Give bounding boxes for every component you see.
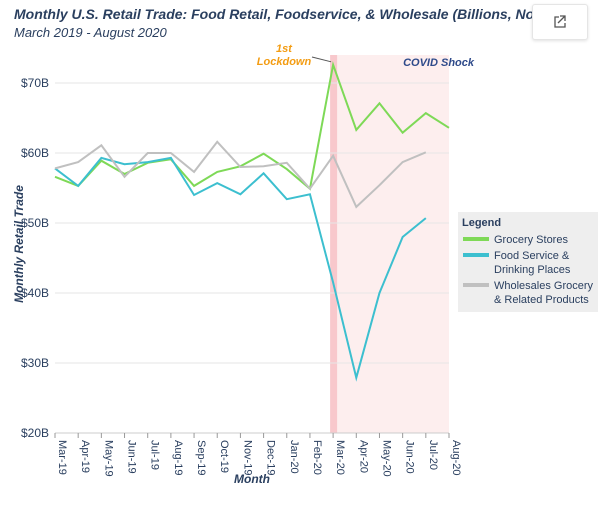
y-tick-label: $70B <box>21 76 49 90</box>
open-external-button[interactable] <box>532 4 588 40</box>
annotation-covid-shock: COVID Shock <box>403 57 475 69</box>
x-tick-label: Sep-19 <box>195 440 207 475</box>
x-tick-label: May-19 <box>102 440 114 477</box>
x-tick-label: Dec-19 <box>265 440 277 475</box>
x-tick-label: Nov-19 <box>241 440 253 475</box>
legend-label-2: & Related Products <box>494 294 589 306</box>
annotation-arrow <box>311 56 332 63</box>
x-tick-label: Feb-20 <box>311 440 323 475</box>
external-link-icon <box>554 15 566 28</box>
legend-label-1: Food Service & <box>494 250 570 262</box>
x-tick-label: May-20 <box>380 440 392 477</box>
x-tick-label: Jan-20 <box>288 440 300 474</box>
legend-box <box>458 212 598 312</box>
chart-subtitle: March 2019 - August 2020 <box>14 25 167 40</box>
y-tick-label: $20B <box>21 426 49 440</box>
x-tick-label: Jul-19 <box>149 440 161 470</box>
lockdown-band <box>330 55 338 433</box>
y-tick-label: $30B <box>21 356 49 370</box>
annotation-lockdown-line1: 1st <box>276 43 293 55</box>
x-tick-label: Apr-19 <box>79 440 91 473</box>
annotation-lockdown-line2: Lockdown <box>257 56 312 68</box>
legend-label-2: Wholesales Grocery <box>494 280 594 292</box>
y-tick-label: $50B <box>21 216 49 230</box>
x-tick-label: Mar-20 <box>334 440 346 475</box>
x-tick-label: Jul-20 <box>427 440 439 470</box>
y-tick-label: $40B <box>21 286 49 300</box>
x-tick-label: Jun-19 <box>126 440 138 474</box>
legend-title: Legend <box>462 217 501 229</box>
x-tick-label: Mar-19 <box>56 440 68 475</box>
y-axis-title: Monthly Retail Trade <box>12 185 26 303</box>
series-line-1 <box>54 156 427 382</box>
series-line-2 <box>54 140 427 209</box>
x-tick-label: Aug-20 <box>450 440 462 475</box>
x-axis-title: Month <box>234 472 270 486</box>
x-tick-label: Apr-20 <box>357 440 369 473</box>
chart-title: Monthly U.S. Retail Trade: Food Retail, … <box>14 6 534 22</box>
legend-label-1: Drinking Places <box>494 264 571 276</box>
x-tick-label: Oct-19 <box>218 440 230 473</box>
legend-label-0: Grocery Stores <box>494 234 568 246</box>
x-tick-label: Aug-19 <box>172 440 184 475</box>
x-tick-label: Jun-20 <box>404 440 416 474</box>
y-tick-label: $60B <box>21 146 49 160</box>
